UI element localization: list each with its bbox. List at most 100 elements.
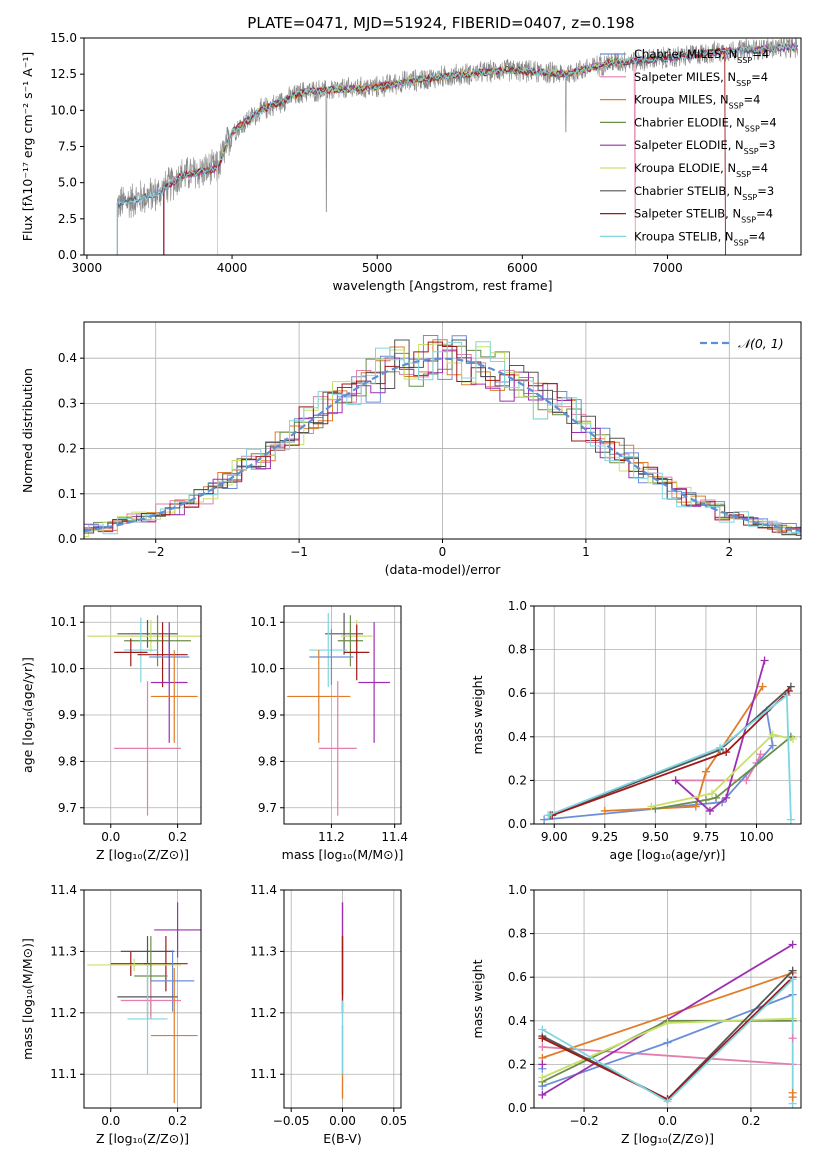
model-spectrum-cyan [116,43,798,255]
weight-marker [788,975,797,984]
y-tick-label: 12.5 [50,67,77,81]
x-axis-label: Z [log₁₀(Z/Z⊙)] [621,1131,714,1146]
weight-line-pink [542,1046,793,1066]
y-tick-label: 0.2 [508,1057,527,1071]
y-tick-label: 11.1 [250,1067,277,1081]
legend-subscript: SSP [741,215,756,224]
weight-line-blue [544,710,774,821]
weight-line-orange [542,971,793,1059]
x-tick-label: 9.75 [693,830,720,844]
y-tick-label: 9.9 [58,708,77,722]
weight_vs_z-plot-area [538,940,797,1108]
weight-marker [538,1060,547,1069]
weight-line-cyan [547,693,792,820]
x-axis-label: Z [log₁₀(Z/Z⊙)] [96,1131,189,1146]
legend-tail: =4 [751,70,768,84]
y-tick-label: 9.8 [258,754,277,768]
legend-subscript: SSP [729,101,744,110]
legend-label: Chabrier STELIB, NSSP=3 [634,184,774,202]
legend-label: Kroupa ELODIE, NSSP=4 [634,161,768,179]
weight-marker [716,743,725,752]
weight-marker [538,1034,547,1043]
x-axis-label: (data-model)/error [385,562,502,577]
model-spectrum-pink [163,58,637,255]
weight-marker [768,741,777,750]
weight-line-pink [675,753,762,782]
x-tick-label: 4000 [217,261,248,275]
y-tick-label: 0.6 [508,686,527,700]
weight-marker [782,691,791,700]
y-tick-label: 1.0 [508,599,527,613]
legend-subscript: SSP [737,56,752,65]
legend-label: 𝒩(0, 1) [738,336,784,351]
x-tick-label: 7000 [652,261,683,275]
weight_vs_age-panel: 9.00 9.25 9.50 9.75 10.00 0.0 0.2 0.4 0.6 0.8 1.0 a… [470,599,802,862]
x-tick-label: 10.00 [739,830,773,844]
mass_vs_z-panel: 0.0 0.2 11.1 11.2 11.3 11.4 Z [log₁₀(Z/Z⊙)] mas… [20,883,202,1146]
y-tick-label: 11.4 [50,883,77,897]
weight-marker [538,1025,547,1034]
weight_vs_z-panel: −0.2 0.0 0.2 0.0 0.2 0.4 0.6 0.8 1.0 Z [log₁₀(Z/Z… [470,883,802,1146]
x-tick-label: 0 [439,545,447,559]
weight-marker [663,1097,672,1106]
x-tick-label: −2 [147,545,165,559]
weight-marker [544,811,553,820]
legend-label: Kroupa STELIB, NSSP=4 [634,229,765,247]
x-tick-label: −1 [290,545,308,559]
weight-marker [756,750,765,759]
weight-marker [758,682,767,691]
weight-line-orange [604,686,764,812]
x-tick-label: 0.0 [101,830,120,844]
y-tick-label: 1.0 [508,883,527,897]
weight-marker [760,656,769,665]
weight-marker [712,793,721,802]
legend-label: Chabrier ELODIE, NSSP=4 [634,115,777,132]
y-tick-label: 0.4 [508,730,527,744]
y-tick-label: 0.3 [58,396,77,410]
y-tick-label: 9.7 [258,801,277,815]
y-tick-label: 9.8 [58,754,77,768]
y-tick-label: 0.8 [508,643,527,657]
axes-frame [83,889,202,1109]
x-tick-label: −0.2 [569,1114,598,1128]
x-axis-label: wavelength [Angstrom, rest frame] [332,278,552,293]
y-tick-label: 11.4 [250,883,277,897]
x-axis-label: mass [log₁₀(M/M⊙)] [282,847,404,862]
y-tick-label: 0.4 [58,351,77,365]
legend-subscript: SSP [745,124,760,133]
mass_vs_ebv-panel: −0.05 0.00 0.05 11.1 11.2 11.3 11.4 E(B-V) [250,883,407,1146]
weight-marker [701,767,710,776]
x-tick-label: 9.00 [541,830,568,844]
spectrum-plot-area [116,38,799,255]
y-axis-label: mass weight [470,959,485,1038]
y-tick-label: 0.2 [508,773,527,787]
weight-line-green [655,736,792,810]
age_vs_z-plot-area [87,615,201,816]
x-tick-label: 0.2 [741,1114,760,1128]
y-tick-label: 0.1 [58,487,77,501]
x-tick-label: 11.2 [318,830,345,844]
weight-marker [788,940,797,949]
x-tick-label: 6000 [507,261,538,275]
weight-marker [647,802,656,811]
x-tick-label: 0.0 [658,1114,677,1128]
x-tick-label: 0.2 [168,1114,187,1128]
y-axis-label: mass [log₁₀(M/M⊙)] [20,938,35,1060]
age_vs_mass-plot-area [287,612,390,816]
y-tick-label: 11.3 [250,944,277,958]
y-tick-label: 11.3 [50,944,77,958]
y-tick-label: 10.1 [50,615,77,629]
y-tick-label: 10.0 [50,103,77,117]
normal-curve [84,357,801,533]
weight-marker [722,793,731,802]
legend-label: Kroupa MILES, NSSP=4 [634,93,760,111]
weight-marker [538,1042,547,1051]
x-axis-label: Z [log₁₀(Z/Z⊙)] [96,847,189,862]
x-tick-label: 11.4 [381,830,408,844]
y-tick-label: 9.9 [258,708,277,722]
residual-hist-dark [84,339,801,536]
figure-title: PLATE=0471, MJD=51924, FIBERID=0407, z=0… [247,14,634,32]
weight-marker [538,1090,547,1099]
y-tick-label: 11.1 [50,1067,77,1081]
